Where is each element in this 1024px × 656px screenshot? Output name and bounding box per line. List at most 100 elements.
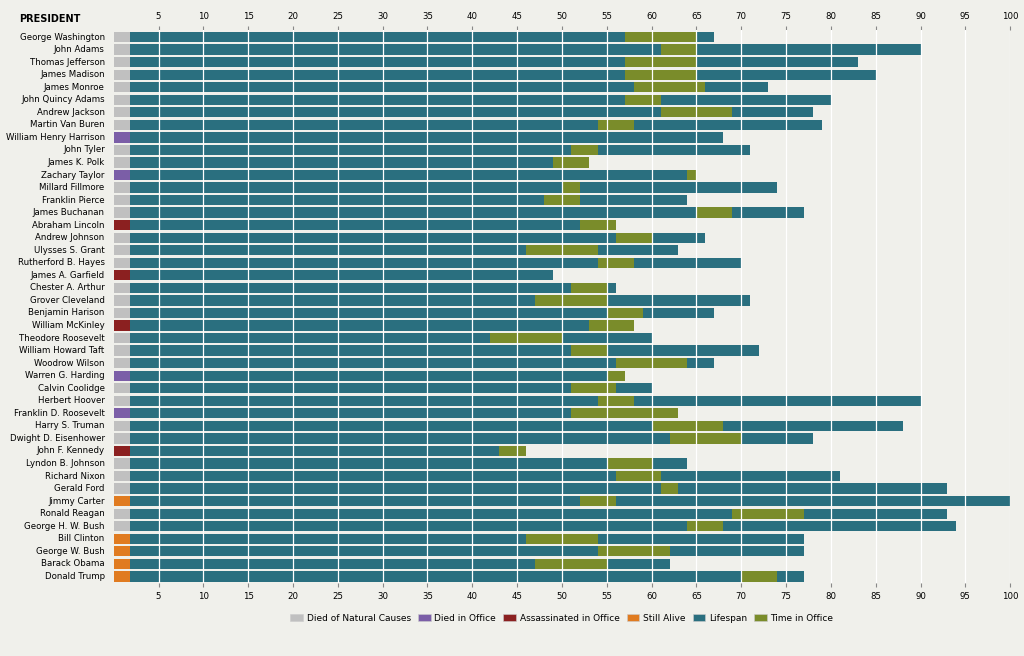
Bar [114,57,130,68]
Bar [114,245,130,255]
Bar [114,295,130,306]
Bar [571,346,607,356]
Bar [114,420,130,431]
Bar [114,496,130,506]
Bar [670,433,741,443]
Bar [114,308,715,318]
Bar [580,220,615,230]
Bar [580,496,615,506]
Bar [536,559,607,569]
Bar [114,559,670,569]
Bar [114,32,130,42]
Bar [114,45,130,54]
Bar [114,358,130,368]
Bar [114,270,553,281]
Bar [114,471,840,481]
Bar [114,94,130,105]
Bar [114,157,589,168]
Bar [114,195,130,205]
Bar [562,182,580,193]
Bar [114,459,130,468]
Bar [114,182,777,193]
Bar [114,107,813,117]
Bar [114,533,130,544]
Bar [625,32,696,42]
Bar [114,133,723,142]
Bar [114,371,130,381]
Bar [114,559,130,569]
Bar [553,157,589,168]
Bar [114,207,130,218]
Bar [625,70,696,80]
Bar [114,408,679,419]
Bar [114,358,715,368]
Bar [114,82,130,92]
Bar [114,333,130,343]
Bar [114,508,947,519]
Bar [651,420,723,431]
Bar [114,170,696,180]
Bar [114,45,921,54]
Bar [114,433,130,443]
Bar [625,94,660,105]
Bar [114,308,130,318]
Bar [114,320,130,331]
Text: PRESIDENT: PRESIDENT [19,14,81,24]
Bar [571,408,679,419]
Bar [114,346,130,356]
Bar [615,233,651,243]
Bar [114,496,1011,506]
Bar [625,57,696,68]
Bar [607,371,625,381]
Legend: Died of Natural Causes, Died in Office, Assassinated in Office, Still Alive, Lif: Died of Natural Causes, Died in Office, … [287,610,837,626]
Bar [114,483,130,494]
Bar [114,70,876,80]
Bar [114,521,956,531]
Bar [598,258,634,268]
Bar [114,433,813,443]
Bar [114,233,706,243]
Bar [114,170,130,180]
Bar [615,471,660,481]
Bar [114,145,130,155]
Bar [114,571,130,581]
Bar [571,145,598,155]
Bar [114,533,804,544]
Bar [114,82,768,92]
Bar [732,508,804,519]
Bar [114,133,130,142]
Bar [114,207,804,218]
Bar [114,283,615,293]
Bar [114,396,921,406]
Bar [114,521,130,531]
Bar [114,270,130,281]
Bar [114,546,804,556]
Bar [114,157,130,168]
Bar [114,446,526,456]
Bar [114,57,858,68]
Bar [634,82,706,92]
Bar [114,546,130,556]
Bar [544,195,580,205]
Bar [114,258,741,268]
Bar [114,371,625,381]
Bar [114,32,715,42]
Bar [114,107,130,117]
Bar [598,396,634,406]
Bar [114,508,130,519]
Bar [490,333,562,343]
Bar [114,333,651,343]
Bar [571,383,615,394]
Bar [114,195,687,205]
Bar [114,119,130,130]
Bar [114,483,947,494]
Bar [114,320,634,331]
Bar [526,245,598,255]
Bar [114,383,130,394]
Bar [607,308,643,318]
Bar [114,220,130,230]
Bar [114,182,130,193]
Bar [114,258,130,268]
Bar [607,459,651,468]
Bar [114,471,130,481]
